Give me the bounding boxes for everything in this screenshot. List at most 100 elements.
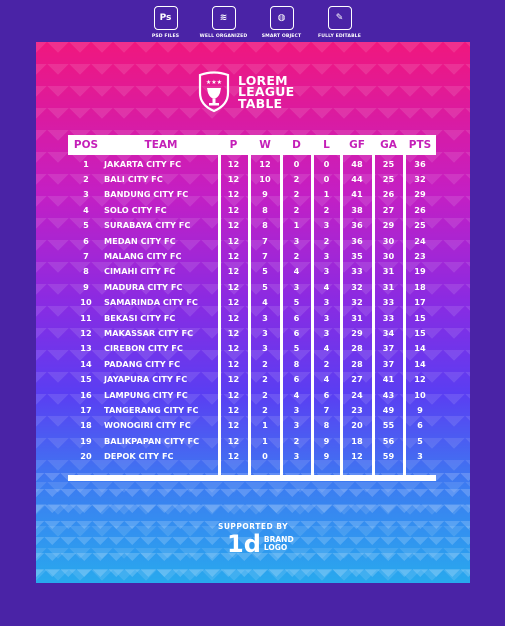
cell-team: SOLO CITY FC: [104, 204, 167, 215]
cell-lost: 2: [323, 204, 330, 215]
cell-goals-for: 48: [351, 158, 363, 169]
cell-points: 17: [414, 297, 426, 308]
cell-played: 12: [227, 266, 240, 277]
league-title: LOREM LEAGUE TABLE: [238, 72, 295, 110]
cell-team: SURABAYA CITY FC: [104, 220, 191, 231]
table-row: 16 LAMPUNG CITY FC 12 2 4 6 24 43 10: [68, 387, 436, 402]
brand-line1: BRAND: [263, 535, 294, 544]
cell-team: BANDUNG CITY FC: [104, 189, 189, 200]
cell-played: 12: [227, 358, 240, 369]
league-title-line2: LEAGUE: [238, 84, 295, 100]
header-lost: L: [323, 139, 330, 151]
cell-goals-against: 49: [382, 404, 395, 415]
cell-team: BALIKPAPAN CITY FC: [104, 435, 200, 446]
cell-team: CIREBON CITY FC: [104, 343, 183, 354]
cell-pos: 20: [80, 451, 92, 462]
cell-drawn: 4: [293, 389, 300, 400]
cell-goals-for: 36: [351, 235, 363, 246]
cell-lost: 0: [323, 158, 330, 169]
table-row: 20 DEPOK CITY FC 12 0 3 9 12 59 3: [68, 448, 436, 463]
feature-label: FULLY EDITABLE: [318, 34, 361, 39]
column-divider: [372, 135, 375, 481]
header-pos: POS: [73, 139, 99, 151]
cell-team: MEDAN CITY FC: [104, 235, 176, 246]
league-title-line1: LOREM: [238, 72, 288, 88]
cell-team: SAMARINDA CITY FC: [104, 297, 198, 308]
cell-won: 10: [259, 174, 271, 185]
cell-pos: 8: [83, 266, 89, 277]
league-logo: ★★★ LOREM LEAGUE TABLE: [194, 71, 294, 113]
header-points: PTS: [408, 139, 432, 151]
cell-points: 25: [414, 220, 426, 231]
cell-pos: 2: [83, 174, 89, 185]
brand-line2: LOGO: [263, 543, 288, 552]
cell-lost: 0: [323, 174, 330, 185]
cell-points: 15: [414, 327, 426, 338]
table-row: 11 BEKASI CITY FC 12 3 6 3 31 33 15: [68, 310, 436, 325]
cell-points: 36: [414, 158, 426, 169]
cell-points: 5: [417, 435, 423, 446]
cell-drawn: 3: [293, 235, 300, 246]
cell-pos: 4: [83, 204, 89, 215]
cell-points: 26: [414, 204, 426, 215]
cell-pos: 11: [80, 312, 92, 323]
svg-text:★★★: ★★★: [206, 79, 222, 86]
edit-icon: ✎: [327, 6, 352, 30]
standings-table: POS TEAM P W D L GF GA PTS 1 JAKARTA CITY…: [68, 135, 436, 481]
cell-team: MADURA CITY FC: [104, 281, 183, 292]
header-drawn: D: [292, 139, 301, 151]
cell-goals-for: 31: [351, 312, 363, 323]
cell-lost: 3: [323, 312, 330, 323]
cell-pos: 5: [83, 220, 89, 231]
cell-points: 32: [414, 174, 426, 185]
cell-team: JAKARTA CITY FC: [104, 158, 182, 169]
cell-goals-against: 43: [382, 389, 395, 400]
cell-pos: 3: [83, 189, 89, 200]
cell-goals-for: 35: [351, 251, 363, 262]
cell-won: 8: [262, 220, 268, 231]
cell-pos: 14: [80, 358, 92, 369]
brand-text: BRAND LOGO: [264, 536, 294, 552]
cell-pos: 1: [83, 158, 89, 169]
cell-won: 7: [262, 235, 268, 246]
cell-drawn: 5: [293, 297, 300, 308]
cell-goals-for: 32: [351, 297, 363, 308]
cell-drawn: 2: [293, 174, 300, 185]
cell-lost: 4: [323, 281, 330, 292]
table-row: 18 WONOGIRI CITY FC 12 1 3 8 20 55 6: [68, 418, 436, 433]
cell-won: 4: [262, 297, 268, 308]
cell-won: 2: [262, 404, 268, 415]
table-row: 15 JAYAPURA CITY FC 12 2 6 4 27 41 12: [68, 371, 436, 386]
cell-drawn: 2: [293, 204, 300, 215]
table-row: 8 CIMAHI CITY FC 12 5 4 3 33 31 19: [68, 264, 436, 279]
background-pattern: [36, 42, 470, 583]
cell-points: 14: [414, 358, 426, 369]
cell-won: 8: [262, 204, 268, 215]
cell-goals-against: 27: [382, 204, 395, 215]
cell-goals-against: 37: [382, 358, 395, 369]
cell-played: 12: [227, 235, 240, 246]
cell-team: MAKASSAR CITY FC: [104, 327, 194, 338]
cell-pos: 12: [80, 327, 92, 338]
cell-pos: 18: [80, 420, 92, 431]
table-row: 19 BALIKPAPAN CITY FC 12 1 2 9 18 56 5: [68, 433, 436, 448]
table-row: 14 PADANG CITY FC 12 2 8 2 28 37 14: [68, 356, 436, 371]
cell-team: JAYAPURA CITY FC: [104, 374, 188, 385]
cell-drawn: 2: [293, 435, 300, 446]
cell-team: DEPOK CITY FC: [104, 451, 174, 462]
table-row: 17 TANGERANG CITY FC 12 2 3 7 23 49 9: [68, 402, 436, 417]
table-row: 1 JAKARTA CITY FC 12 12 0 0 48 25 36: [68, 156, 436, 171]
header-team: TEAM: [144, 139, 178, 151]
header-played: P: [229, 139, 238, 151]
cell-goals-for: 29: [351, 327, 363, 338]
brand-mark-icon: 1d: [227, 530, 261, 558]
supported-by-label: SUPPORTED BY: [217, 522, 289, 531]
cell-lost: 3: [323, 297, 330, 308]
cell-played: 12: [227, 389, 240, 400]
cell-goals-against: 25: [382, 158, 395, 169]
cell-lost: 9: [323, 435, 330, 446]
cell-played: 12: [227, 404, 240, 415]
cell-team: TANGERANG CITY FC: [104, 404, 199, 415]
cell-goals-for: 41: [351, 189, 363, 200]
cell-goals-against: 34: [382, 327, 395, 338]
